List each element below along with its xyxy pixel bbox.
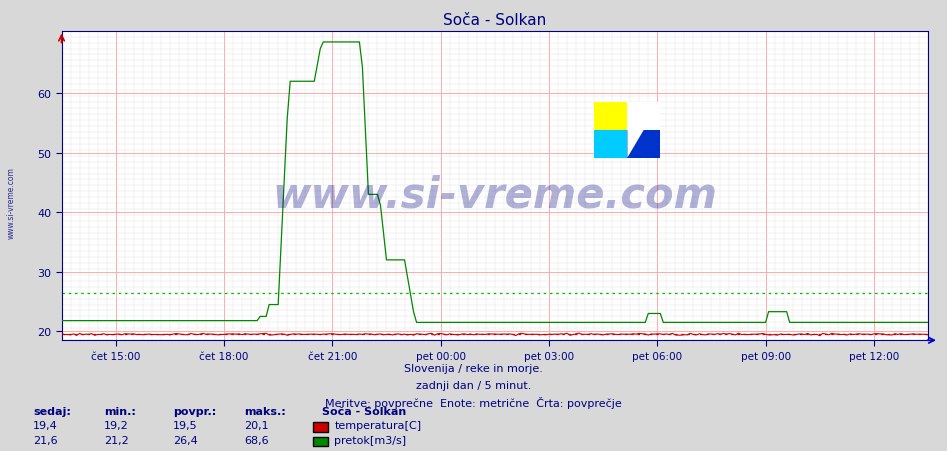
Text: povpr.:: povpr.:: [173, 406, 217, 416]
Text: maks.:: maks.:: [244, 406, 286, 416]
Text: 21,2: 21,2: [104, 435, 129, 445]
Bar: [627, 130, 660, 158]
Polygon shape: [627, 103, 660, 158]
Text: pretok[m3/s]: pretok[m3/s]: [334, 435, 406, 445]
Polygon shape: [627, 103, 660, 158]
Text: Soča - Solkan: Soča - Solkan: [322, 406, 406, 416]
Text: 68,6: 68,6: [244, 435, 269, 445]
Text: 26,4: 26,4: [173, 435, 198, 445]
Text: www.si-vreme.com: www.si-vreme.com: [7, 167, 16, 239]
Bar: [595, 130, 627, 158]
Title: Soča - Solkan: Soča - Solkan: [443, 13, 546, 28]
Bar: [595, 103, 627, 130]
Bar: [627, 130, 660, 158]
Text: 19,4: 19,4: [33, 420, 58, 430]
Text: temperatura[C]: temperatura[C]: [334, 420, 421, 430]
Text: www.si-vreme.com: www.si-vreme.com: [273, 175, 717, 216]
Text: Slovenija / reke in morje.: Slovenija / reke in morje.: [404, 363, 543, 373]
Text: Meritve: povprečne  Enote: metrične  Črta: povprečje: Meritve: povprečne Enote: metrične Črta:…: [325, 396, 622, 408]
Text: 21,6: 21,6: [33, 435, 58, 445]
Text: 20,1: 20,1: [244, 420, 269, 430]
Text: zadnji dan / 5 minut.: zadnji dan / 5 minut.: [416, 380, 531, 390]
Text: min.:: min.:: [104, 406, 136, 416]
Text: sedaj:: sedaj:: [33, 406, 71, 416]
Text: 19,5: 19,5: [173, 420, 198, 430]
Text: 19,2: 19,2: [104, 420, 129, 430]
